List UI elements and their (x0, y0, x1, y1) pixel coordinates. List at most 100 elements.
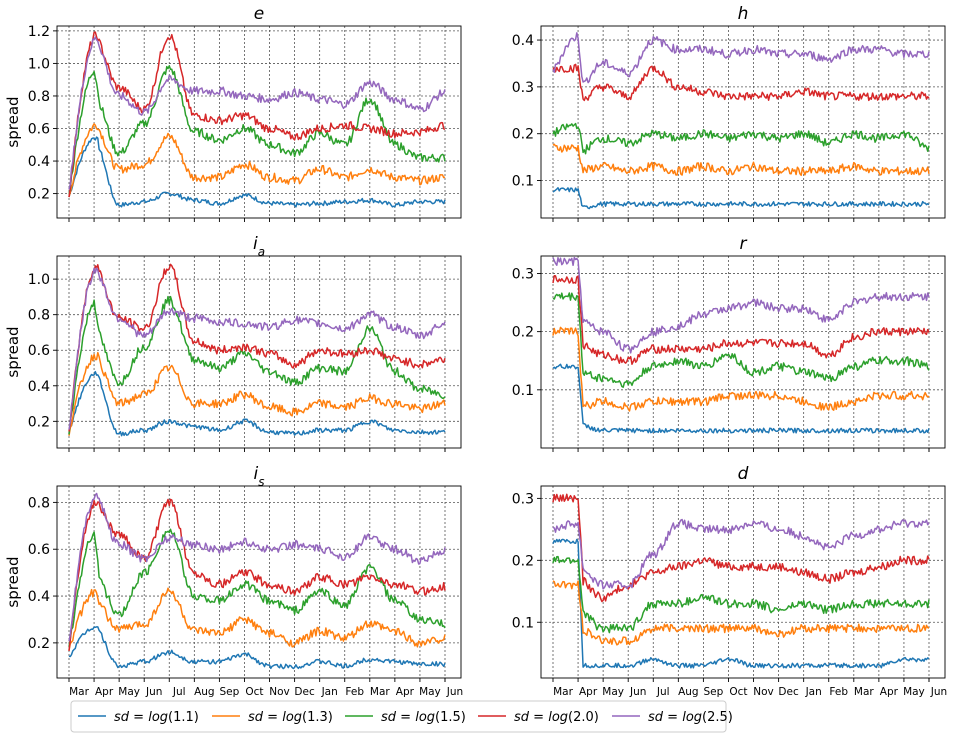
y-tick-label: 0.2 (512, 127, 534, 143)
series-line-4 (68, 498, 446, 651)
series-line-2 (552, 580, 930, 646)
x-tick-label: Mar (69, 686, 89, 698)
x-tick-label: Sep (220, 686, 240, 698)
x-tick-label: Apr (579, 686, 598, 698)
series-line-4 (552, 493, 930, 603)
x-tick-label: May (118, 686, 140, 698)
series-line-2 (68, 123, 446, 197)
panel-4: 0.1 0.2 0.3 r (512, 234, 946, 452)
y-tick-label: 0.4 (512, 33, 534, 49)
series-line-4 (68, 31, 446, 198)
x-tick-label: Feb (345, 686, 364, 698)
series-line-4 (68, 263, 446, 432)
series-line-2 (68, 587, 446, 651)
x-tick-label: Oct (729, 686, 747, 698)
series-line-4 (552, 274, 930, 365)
legend-label: sd = log(2.5) (648, 710, 733, 725)
series-line-5 (552, 32, 930, 84)
series-line-4 (552, 63, 930, 102)
legend: sd = log(1.1) sd = log(1.3) sd = log(1.5) s… (70, 700, 733, 733)
panel-title: e (254, 4, 264, 24)
x-tick-label: May (903, 686, 925, 698)
x-tick-label: Jun (145, 686, 162, 698)
panel-title: r (740, 234, 748, 254)
series-line-5 (68, 36, 446, 190)
y-tick-label: 0.6 (28, 343, 50, 359)
axes-frame (540, 485, 946, 679)
y-axis-label: spread (4, 556, 22, 607)
series-line-5 (552, 256, 930, 354)
y-tick-label: 0.3 (512, 80, 534, 96)
panel-title: d (738, 464, 749, 484)
x-tick-label: Aug (194, 686, 215, 698)
y-tick-label: 0.6 (28, 122, 50, 138)
y-tick-label: 0.8 (28, 89, 50, 105)
x-tick-label: May (602, 686, 624, 698)
x-tick-label: Apr (396, 686, 415, 698)
y-tick-label: 0.8 (28, 308, 50, 324)
y-tick-label: 0.4 (28, 154, 50, 170)
x-tick-label: May (419, 686, 441, 698)
y-tick-label: 0.1 (512, 615, 534, 631)
series-line-3 (68, 295, 446, 435)
panel-title-subscript: s (258, 475, 264, 489)
x-tick-label: Mar (854, 686, 874, 698)
panel-title: ia (253, 234, 265, 259)
panel-3: 0.2 0.4 0.6 0.8 1.0 ia spread (4, 234, 462, 452)
x-tick-label: Dec (294, 686, 315, 698)
y-tick-label: 0.2 (512, 325, 534, 341)
x-tick-label: Nov (753, 686, 774, 698)
y-tick-label: 0.4 (28, 379, 50, 395)
y-tick-label: 0.2 (28, 414, 50, 430)
x-tick-label: Jun (629, 686, 646, 698)
panel-2: 0.1 0.2 0.3 0.4 h (512, 4, 946, 222)
y-tick-label: 1.0 (28, 272, 50, 288)
axes-frame (56, 25, 462, 219)
x-tick-label: Nov (269, 686, 290, 698)
x-tick-label: Aug (678, 686, 699, 698)
series-line-3 (552, 292, 930, 388)
panel-title: h (738, 4, 749, 24)
x-tick-label: Mar (370, 686, 390, 698)
series-line-1 (552, 538, 930, 669)
legend-label: sd = log(2.0) (514, 710, 599, 725)
series-line-5 (68, 267, 446, 430)
y-tick-label: 0.1 (512, 383, 534, 399)
y-axis-label: spread (4, 96, 22, 147)
y-tick-label: 1.2 (28, 24, 50, 40)
axes-frame (56, 485, 462, 679)
series-line-1 (68, 136, 446, 208)
series-line-1 (552, 187, 930, 210)
y-tick-label: 0.6 (28, 542, 50, 558)
x-tick-label: Jan (321, 686, 338, 698)
series-line-2 (552, 143, 930, 177)
axes-frame (540, 255, 946, 449)
series-line-1 (68, 626, 446, 670)
y-tick-label: 1.0 (28, 56, 50, 72)
y-tick-label: 0.3 (512, 266, 534, 282)
x-tick-label: Sep (704, 686, 724, 698)
y-tick-label: 0.8 (28, 495, 50, 511)
y-tick-label: 0.2 (28, 187, 50, 203)
x-tick-label: Jun (930, 686, 947, 698)
series-line-5 (68, 492, 446, 642)
x-tick-label: Jul (172, 686, 186, 698)
series-line-1 (68, 370, 446, 437)
panel-6: 0.1 0.2 0.3 Mar Apr May Jun Jul Aug Sep Oct Nov Dec J… (512, 464, 947, 698)
x-tick-label: Oct (245, 686, 263, 698)
x-tick-label: Apr (880, 686, 899, 698)
axes-frame (56, 255, 462, 449)
legend-frame (70, 700, 727, 733)
series-line-3 (552, 122, 930, 155)
x-tick-label: Jul (656, 686, 670, 698)
x-tick-label: Dec (778, 686, 799, 698)
y-tick-label: 0.1 (512, 174, 534, 190)
series-line-5 (552, 518, 930, 590)
series-line-3 (68, 65, 446, 194)
series-line-2 (68, 351, 446, 436)
panel-1: 0.2 0.4 0.6 0.8 1.0 1.2 e spread (4, 4, 462, 222)
series-line-2 (552, 326, 930, 412)
x-tick-label: Mar (553, 686, 573, 698)
